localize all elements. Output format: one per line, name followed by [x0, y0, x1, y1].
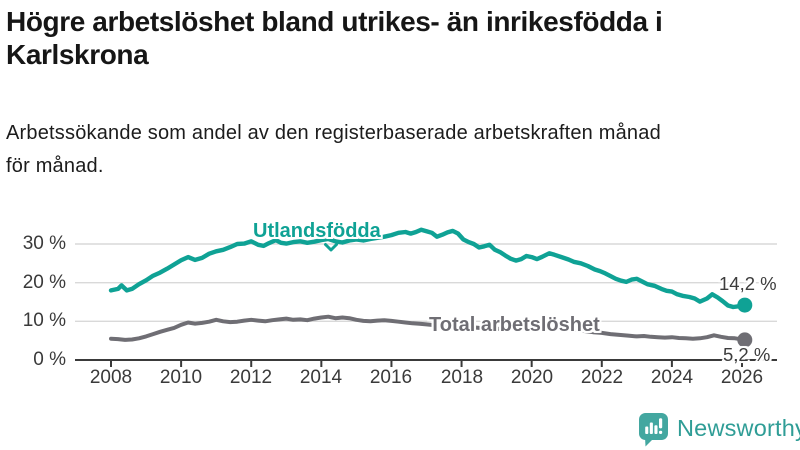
x-tick-label: 2012 — [229, 367, 273, 388]
x-tick-label: 2014 — [299, 367, 343, 388]
end-value-label-utlandsfodda: 14,2 % — [719, 273, 777, 294]
end-value-label-total: 5,2 % — [723, 344, 771, 365]
x-tick-label: 2024 — [650, 367, 694, 388]
chart-subtitle-line: Arbetssökande som andel av den registerb… — [6, 122, 661, 144]
newsworthy-bubble-chart-icon — [639, 413, 668, 447]
newsworthy-logo-text: Newsworthy — [677, 415, 800, 441]
x-tick-label: 2016 — [369, 367, 413, 388]
chart-subtitle-line: för månad. — [6, 155, 104, 177]
chart-title-line: Karlskrona — [6, 39, 149, 70]
series-label-total-arbetsloshet: Total arbetslöshet — [429, 314, 600, 336]
label-caret-down-icon — [324, 243, 338, 252]
x-tick-label: 2018 — [440, 367, 484, 388]
x-tick-label: 2022 — [580, 367, 624, 388]
newsworthy-logo[interactable]: Newsworthy — [636, 410, 800, 447]
series-line-total — [109, 314, 747, 342]
chart-title: Högre arbetslöshet bland utrikes- än inr… — [6, 5, 663, 71]
series-end-dot — [737, 297, 753, 313]
series-line-utlandsfodda — [108, 227, 747, 310]
x-tick-label: 2026 — [720, 367, 764, 388]
x-tick-label: 2010 — [159, 367, 203, 388]
chart-subtitle: Arbetssökande som andel av den registerb… — [6, 117, 661, 183]
chart-title-line: Högre arbetslöshet bland utrikes- än inr… — [6, 6, 663, 37]
y-tick-label: 0 % — [33, 349, 66, 370]
x-tick-label: 2008 — [89, 367, 133, 388]
y-tick-label: 30 % — [22, 233, 66, 254]
y-tick-label: 10 % — [22, 310, 66, 331]
series-label-utlandsfodda: Utlandsfödda — [253, 220, 381, 242]
series-end-dot — [737, 332, 753, 348]
y-tick-label: 20 % — [22, 272, 66, 293]
x-tick-label: 2020 — [510, 367, 554, 388]
